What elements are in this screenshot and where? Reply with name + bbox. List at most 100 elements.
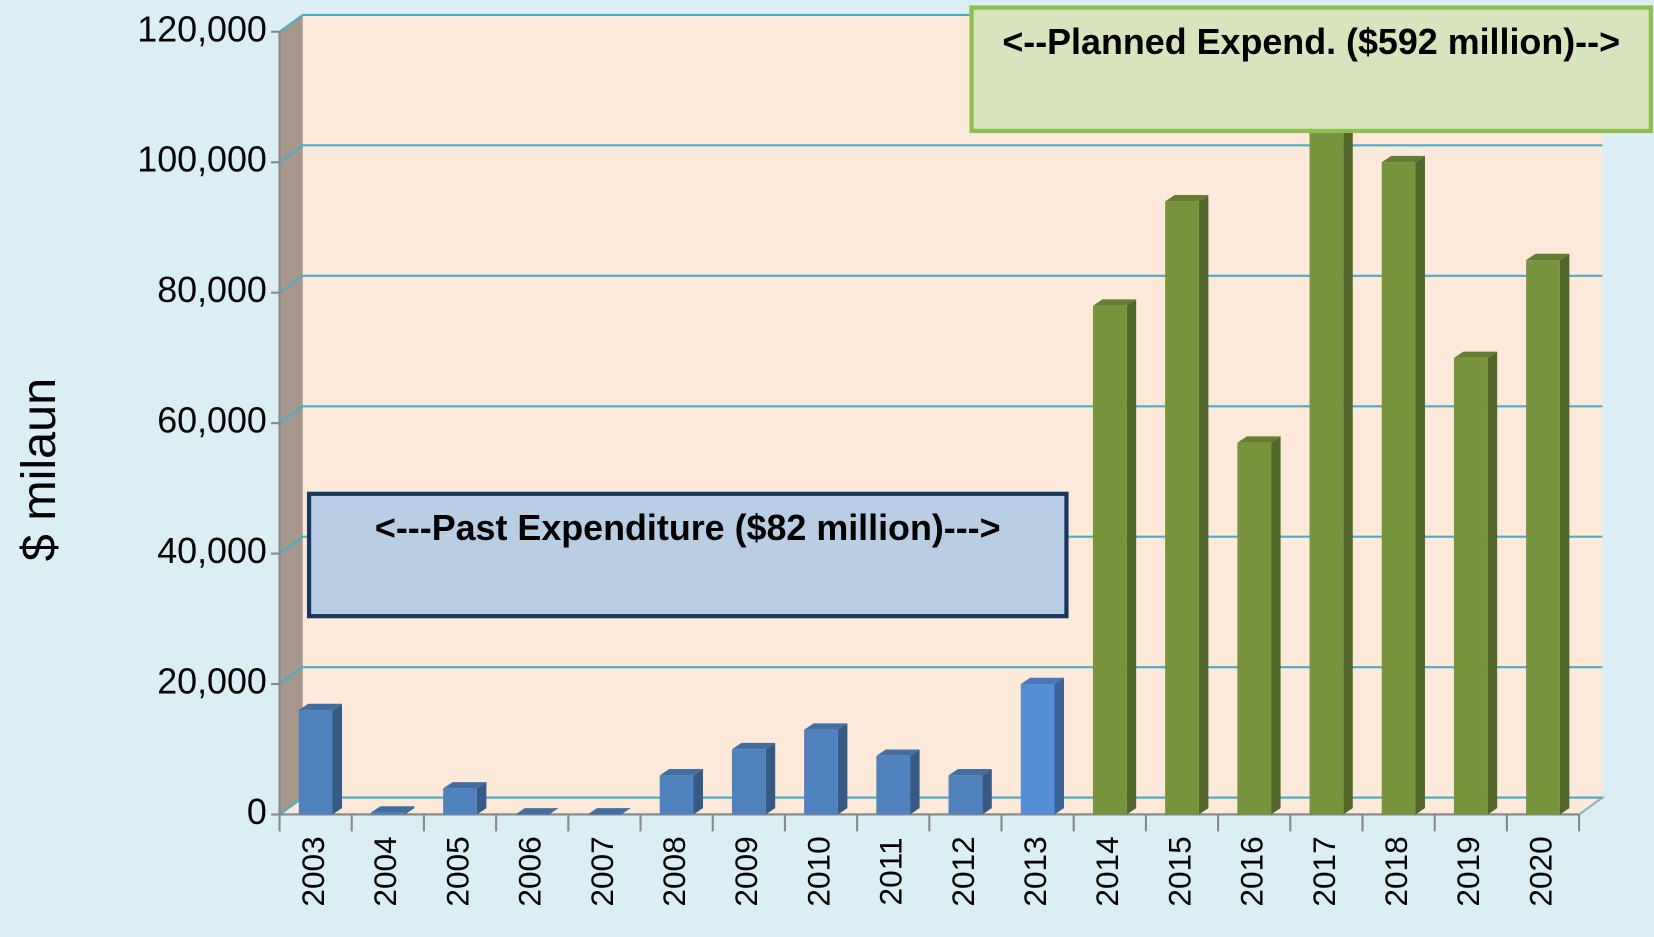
x-tick-label: 2008 xyxy=(656,836,692,906)
x-tick-label: 2012 xyxy=(945,836,981,906)
bar xyxy=(515,808,559,815)
bar-top xyxy=(1381,155,1425,163)
bar-top xyxy=(1237,436,1281,443)
bar xyxy=(298,703,343,815)
bar xyxy=(1309,103,1353,815)
bar-front xyxy=(1526,260,1560,815)
x-tick-label: 2014 xyxy=(1089,836,1125,906)
bar-top xyxy=(1526,253,1570,261)
y-tick-label: 0 xyxy=(247,792,267,832)
bar xyxy=(443,782,487,815)
x-tick-label: 2005 xyxy=(439,836,475,906)
bar-front xyxy=(804,729,838,815)
bar-front xyxy=(1453,357,1488,815)
bar xyxy=(1381,155,1425,815)
bar xyxy=(1237,436,1281,815)
bar xyxy=(1526,253,1570,815)
bar xyxy=(1453,351,1498,815)
bar-front xyxy=(1165,201,1199,815)
bar-side xyxy=(982,769,992,815)
annotation-box xyxy=(969,5,1653,134)
bar-front xyxy=(1381,162,1416,815)
bar-side xyxy=(1054,677,1064,815)
bar-front xyxy=(1309,110,1344,815)
x-tick-label: 2004 xyxy=(367,836,403,906)
bar xyxy=(370,806,415,815)
annotation: <--Planned Expend. ($592 million)--> xyxy=(1002,22,1620,62)
x-tick-label: 2018 xyxy=(1378,836,1414,906)
bar-top xyxy=(659,769,703,776)
bar xyxy=(659,769,703,815)
bar-side xyxy=(1126,299,1137,815)
x-tick-label: 2019 xyxy=(1450,836,1486,906)
bar xyxy=(731,742,776,815)
bar xyxy=(948,769,992,815)
bar-side xyxy=(1415,155,1425,815)
x-tick-label: 2020 xyxy=(1522,836,1558,906)
bar xyxy=(587,808,631,815)
x-tick-label: 2011 xyxy=(873,837,909,905)
bar xyxy=(1092,299,1137,815)
bar-side xyxy=(404,806,415,815)
bar-top xyxy=(587,808,631,815)
bar-top xyxy=(1092,299,1137,306)
annotation: <---Past Expenditure ($82 million)---> xyxy=(375,508,1001,548)
bar-side xyxy=(1271,436,1281,815)
annotation-box xyxy=(306,491,1069,619)
x-tick-label: 2013 xyxy=(1017,836,1053,906)
y-tick-label: 80,000 xyxy=(157,270,267,310)
bar-side xyxy=(837,723,848,815)
bar-front xyxy=(659,775,694,815)
bar-side xyxy=(765,742,776,815)
bar xyxy=(876,749,920,815)
grid-line xyxy=(278,144,1603,164)
x-tick-label: 2015 xyxy=(1161,836,1197,906)
bar-front xyxy=(1020,684,1055,815)
bar-top xyxy=(1165,195,1209,202)
bar-top xyxy=(298,703,343,711)
bar-front xyxy=(443,788,477,815)
bar-side xyxy=(910,749,920,815)
bar-side xyxy=(1559,253,1570,815)
x-tick-label: 2006 xyxy=(512,836,548,906)
bar xyxy=(804,723,848,815)
bar-top xyxy=(731,742,776,750)
x-tick-label: 2016 xyxy=(1234,836,1270,906)
y-axis-label: $ milaun xyxy=(12,378,66,561)
bar-top xyxy=(1453,351,1498,358)
bar-front xyxy=(1237,442,1272,815)
x-tick-label: 2009 xyxy=(728,836,764,906)
bar xyxy=(1165,195,1209,815)
bar-front xyxy=(298,710,333,815)
bar-front xyxy=(1092,305,1127,815)
y-tick-label: 20,000 xyxy=(157,662,267,702)
bar-top xyxy=(370,806,415,813)
y-tick-label: 120,000 xyxy=(137,9,267,49)
x-tick-label: 2003 xyxy=(295,836,331,906)
bar xyxy=(1020,677,1064,815)
bar-top xyxy=(515,808,559,815)
bar-side xyxy=(476,782,487,815)
bar-top xyxy=(948,769,992,776)
bar-front xyxy=(370,812,405,815)
bar-side xyxy=(693,769,703,815)
y-tick-label: 100,000 xyxy=(137,140,267,180)
bar-top xyxy=(804,723,848,730)
bar-side xyxy=(1487,351,1498,815)
x-tick-label: 2010 xyxy=(800,836,836,906)
bar-front xyxy=(731,749,766,815)
bar-top xyxy=(1020,677,1064,685)
bar-side xyxy=(1343,103,1353,815)
x-tick-label: 2017 xyxy=(1306,836,1342,906)
bar-front xyxy=(948,775,983,815)
bar-top xyxy=(443,782,487,789)
bar-top xyxy=(876,749,920,756)
bar-front xyxy=(876,755,911,815)
bar-side xyxy=(332,703,343,815)
bar-side xyxy=(1198,195,1209,815)
y-tick-label: 40,000 xyxy=(157,531,267,571)
x-tick-label: 2007 xyxy=(584,836,620,906)
y-tick-label: 60,000 xyxy=(157,401,267,441)
